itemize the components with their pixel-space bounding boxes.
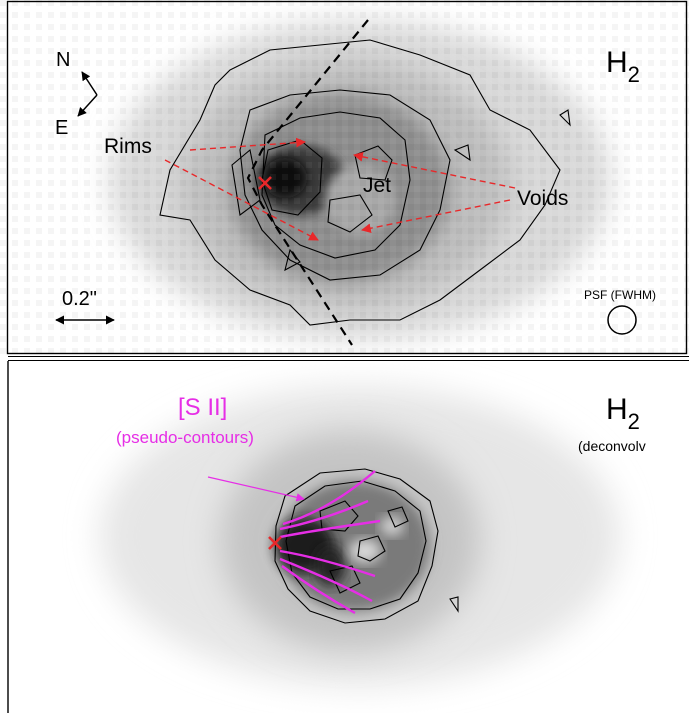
scale-bar-label: 0.2" [62, 288, 97, 310]
void-4 [387, 506, 409, 528]
sii-pseudo-contours [279, 470, 381, 615]
top-panel-image: N E Rims Jet Voids H2 0.2" PSF (FWHM) [0, 0, 689, 356]
inner-contour [261, 111, 411, 259]
voids-arrow-1 [353, 151, 516, 189]
void-2 [357, 535, 386, 562]
void-1 [319, 500, 359, 532]
rims-label: Rims [104, 135, 152, 158]
sii-sublabel: (pseudo-contours) [116, 428, 254, 447]
bottom-panel: [S II] (pseudo-contours) H2 (deconvolv [0, 361, 689, 713]
rims-arrow-2 [164, 159, 319, 241]
top-species-label: H2 [606, 46, 640, 87]
source-marker [258, 176, 272, 190]
top-emission-map [0, 0, 689, 356]
bottom-panel-image: [S II] (pseudo-contours) H2 (deconvolv [7, 361, 646, 713]
source-marker-bottom [268, 536, 282, 550]
dashed-boundary [246, 19, 369, 346]
outer-contour [274, 468, 439, 624]
compass-east-label: E [55, 117, 68, 139]
top-panel: N E Rims Jet Voids H2 0.2" PSF (FWHM) [0, 0, 689, 356]
deconvolved-label: (deconvolv [578, 438, 646, 454]
jet-label: Jet [363, 174, 391, 197]
compass-north-label: N [56, 49, 70, 71]
psf-label: PSF (FWHM) [584, 288, 656, 302]
panel-divider [8, 356, 689, 361]
void-contour-2 [327, 194, 373, 233]
psf-circle [607, 305, 637, 335]
compass [77, 71, 98, 117]
sii-label: [S II] [178, 394, 227, 421]
void-contour-1 [354, 145, 393, 181]
outer-contour [159, 39, 561, 326]
bottom-emission-map [100, 386, 620, 686]
bottom-species-label: H2 [606, 393, 640, 434]
sii-pointer-arrow [207, 476, 305, 502]
inner-contour [285, 480, 427, 610]
voids-arrow-2 [361, 199, 511, 234]
voids-label: Voids [517, 187, 568, 210]
bottom-contours [274, 468, 459, 624]
top-panel-frame [6, 0, 688, 355]
top-annotation-arrows [164, 137, 516, 241]
